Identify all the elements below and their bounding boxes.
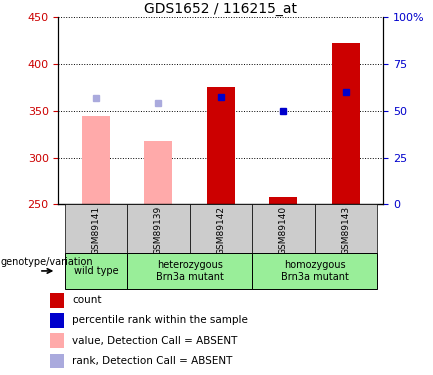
Text: percentile rank within the sample: percentile rank within the sample — [72, 315, 248, 326]
Bar — [65, 204, 127, 253]
Bar — [190, 204, 252, 253]
Text: homozygous
Brn3a mutant: homozygous Brn3a mutant — [281, 260, 349, 282]
FancyBboxPatch shape — [50, 293, 64, 308]
FancyBboxPatch shape — [50, 313, 64, 328]
Bar — [314, 204, 377, 253]
Text: GSM89139: GSM89139 — [154, 206, 163, 255]
Bar — [207, 87, 235, 204]
Bar — [252, 204, 314, 253]
Text: count: count — [72, 295, 102, 305]
Text: GSM89143: GSM89143 — [341, 206, 350, 255]
Text: rank, Detection Call = ABSENT: rank, Detection Call = ABSENT — [72, 356, 233, 366]
Bar — [127, 204, 190, 253]
Text: GSM89142: GSM89142 — [216, 206, 225, 255]
Bar — [127, 253, 252, 289]
Text: GSM89140: GSM89140 — [279, 206, 288, 255]
Text: GSM89141: GSM89141 — [91, 206, 100, 255]
FancyBboxPatch shape — [50, 354, 64, 368]
Text: genotype/variation: genotype/variation — [0, 257, 93, 267]
Text: wild type: wild type — [74, 266, 118, 276]
Bar — [82, 116, 110, 204]
Bar — [332, 43, 360, 204]
Bar — [144, 141, 172, 204]
Bar — [65, 253, 127, 289]
FancyBboxPatch shape — [50, 333, 64, 348]
Bar — [269, 197, 297, 204]
Text: heterozygous
Brn3a mutant: heterozygous Brn3a mutant — [156, 260, 223, 282]
Title: GDS1652 / 116215_at: GDS1652 / 116215_at — [144, 2, 297, 16]
Bar — [252, 253, 377, 289]
Text: value, Detection Call = ABSENT: value, Detection Call = ABSENT — [72, 336, 238, 346]
